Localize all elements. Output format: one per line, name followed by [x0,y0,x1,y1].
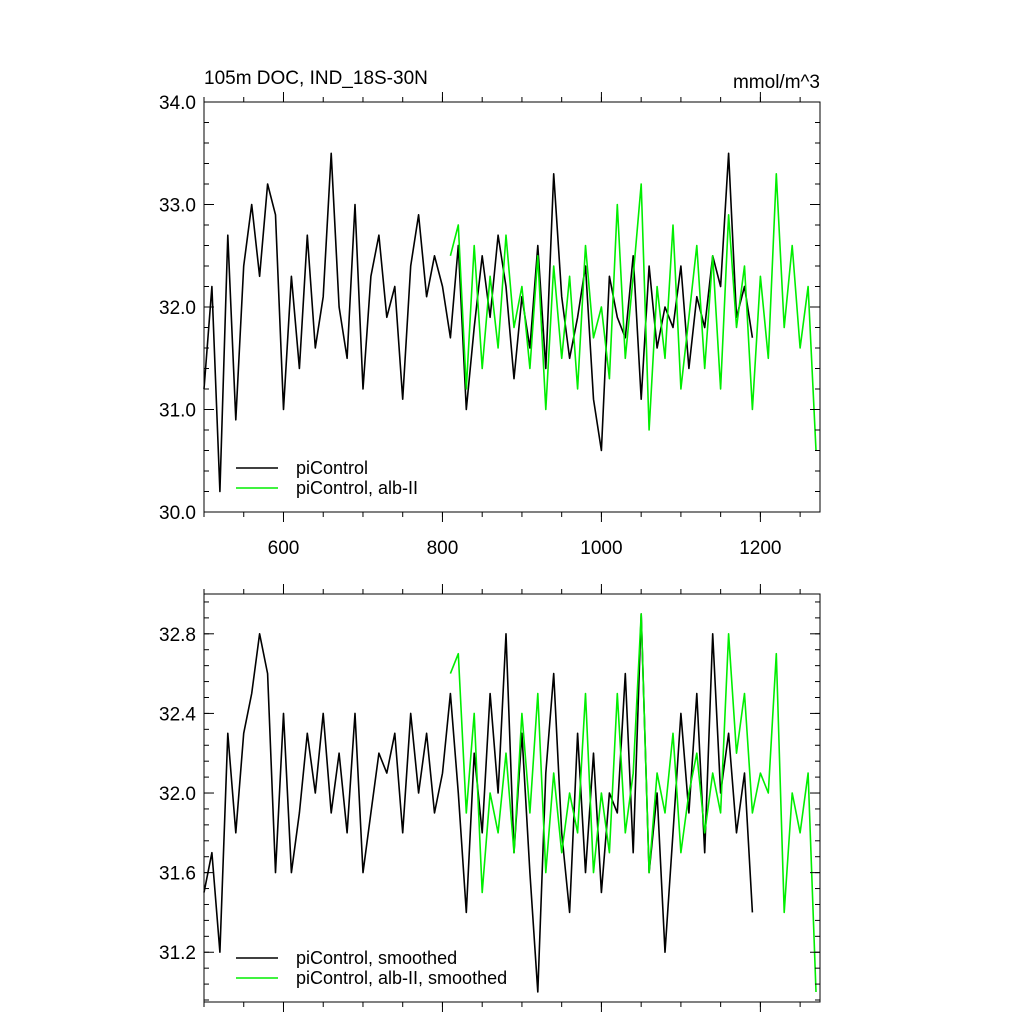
y-tick-label: 32.8 [159,625,196,646]
y-tick-label: 31.6 [159,864,196,885]
panel-title: 105m DOC, IND_18S-30N [204,68,428,89]
y-tick-label: 31.0 [159,401,196,422]
bottom-axis-ticks: 31.2 31.6 32.0 32.4 32.8 [159,584,820,1012]
y-tick-label: 32.0 [159,784,196,805]
legend-label: piControl [296,458,368,478]
legend-label: piControl, alb-II, smoothed [296,968,507,988]
top-series-group [203,152,817,493]
y-tick-label: 34.0 [159,93,196,114]
y-tick-label: 30.0 [159,503,196,524]
legend-label: piControl, alb-II [296,478,418,498]
x-tick-label: 800 [427,538,459,559]
y-tick-label: 32.0 [159,298,196,319]
x-tick-label: 1000 [580,538,622,559]
top-plot-frame [203,101,821,513]
top-panel: 105m DOC, IND_18S-30N mmol/m^3 piControl… [159,68,821,559]
series-line-alb-ii [449,613,817,993]
legend-label: piControl, smoothed [296,948,457,968]
y-tick-label: 32.4 [159,704,196,725]
top-axis-ticks: 30.0 31.0 32.0 33.0 34.0 600 800 1000 1200 [159,92,820,559]
series-line-alb-ii [449,173,817,451]
y-tick-label: 33.0 [159,196,196,217]
y-tick-label: 31.2 [159,943,196,964]
x-tick-label: 1200 [739,538,781,559]
bottom-plot-frame [203,593,821,1003]
units-label: mmol/m^3 [733,72,820,93]
series-line-picontrol [203,152,754,493]
x-tick-label: 600 [268,538,300,559]
bottom-series-group [203,613,817,993]
